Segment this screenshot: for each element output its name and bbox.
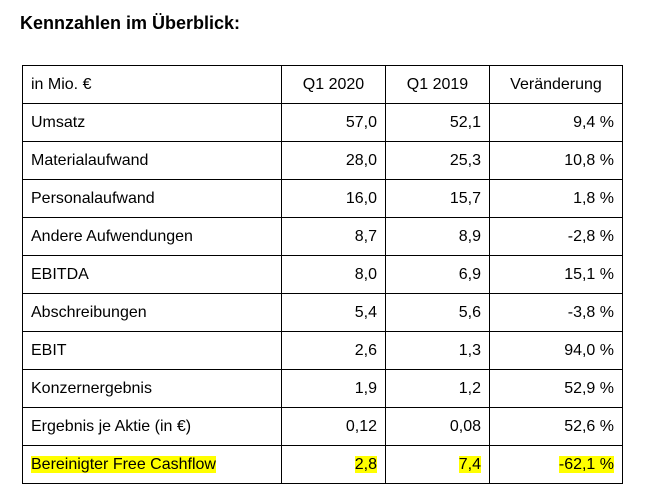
table-row: EBIT 2,6 1,3 94,0 % <box>22 331 623 370</box>
table-row: Personalaufwand 16,0 15,7 1,8 % <box>22 179 623 218</box>
kpi-table: in Mio. € Q1 2020 Q1 2019 Veränderung Um… <box>22 65 623 484</box>
row-label: Abschreibungen <box>22 293 282 332</box>
row-label: EBIT <box>22 331 282 370</box>
value-q1-2019: 6,9 <box>385 255 490 294</box>
value-q1-2020: 2,6 <box>281 331 386 370</box>
value-q1-2019: 8,9 <box>385 217 490 256</box>
value-q1-2020: 16,0 <box>281 179 386 218</box>
value-change: 52,9 % <box>489 369 623 408</box>
table-row: Andere Aufwendungen 8,7 8,9 -2,8 % <box>22 217 623 256</box>
value-q1-2019: 52,1 <box>385 103 490 142</box>
value-change: 10,8 % <box>489 141 623 180</box>
value-q1-2020: 28,0 <box>281 141 386 180</box>
table-row-highlighted: Bereinigter Free Cashflow 2,8 7,4 -62,1 … <box>22 445 623 484</box>
table-row: Ergebnis je Aktie (in €) 0,12 0,08 52,6 … <box>22 407 623 446</box>
value-q1-2019: 0,08 <box>385 407 490 446</box>
value-q1-2019: 1,3 <box>385 331 490 370</box>
row-label: Materialaufwand <box>22 141 282 180</box>
row-label: EBITDA <box>22 255 282 294</box>
page-title: Kennzahlen im Überblick: <box>20 13 241 33</box>
highlighted-text: -62,1 % <box>558 455 614 473</box>
value-change: -3,8 % <box>489 293 623 332</box>
row-label: Umsatz <box>22 103 282 142</box>
value-change: 1,8 % <box>489 179 623 218</box>
row-label: Andere Aufwendungen <box>22 217 282 256</box>
value-change: -2,8 % <box>489 217 623 256</box>
highlighted-text: 2,8 <box>354 455 377 473</box>
highlighted-text: Bereinigter Free Cashflow <box>31 455 216 473</box>
table-row: Materialaufwand 28,0 25,3 10,8 % <box>22 141 623 180</box>
header-q1-2019: Q1 2019 <box>385 65 490 104</box>
table-header-row: in Mio. € Q1 2020 Q1 2019 Veränderung <box>22 65 623 104</box>
value-change: 9,4 % <box>489 103 623 142</box>
value-q1-2019: 1,2 <box>385 369 490 408</box>
row-label: Bereinigter Free Cashflow <box>22 445 282 484</box>
value-q1-2019: 25,3 <box>385 141 490 180</box>
value-q1-2019: 5,6 <box>385 293 490 332</box>
row-label: Ergebnis je Aktie (in €) <box>22 407 282 446</box>
value-q1-2020: 57,0 <box>281 103 386 142</box>
value-change: -62,1 % <box>489 445 623 484</box>
row-label: Personalaufwand <box>22 179 282 218</box>
row-label: Konzernergebnis <box>22 369 282 408</box>
highlighted-text: 7,4 <box>458 455 481 473</box>
value-q1-2020: 5,4 <box>281 293 386 332</box>
value-q1-2020: 0,12 <box>281 407 386 446</box>
header-unit: in Mio. € <box>22 65 282 104</box>
table-row: Umsatz 57,0 52,1 9,4 % <box>22 103 623 142</box>
value-q1-2020: 1,9 <box>281 369 386 408</box>
value-change: 94,0 % <box>489 331 623 370</box>
value-q1-2019: 7,4 <box>385 445 490 484</box>
header-q1-2020: Q1 2020 <box>281 65 386 104</box>
value-q1-2020: 2,8 <box>281 445 386 484</box>
table-row: Konzernergebnis 1,9 1,2 52,9 % <box>22 369 623 408</box>
value-change: 15,1 % <box>489 255 623 294</box>
value-q1-2019: 15,7 <box>385 179 490 218</box>
value-q1-2020: 8,0 <box>281 255 386 294</box>
table-row: Abschreibungen 5,4 5,6 -3,8 % <box>22 293 623 332</box>
value-change: 52,6 % <box>489 407 623 446</box>
header-change: Veränderung <box>489 65 623 104</box>
value-q1-2020: 8,7 <box>281 217 386 256</box>
table-row: EBITDA 8,0 6,9 15,1 % <box>22 255 623 294</box>
